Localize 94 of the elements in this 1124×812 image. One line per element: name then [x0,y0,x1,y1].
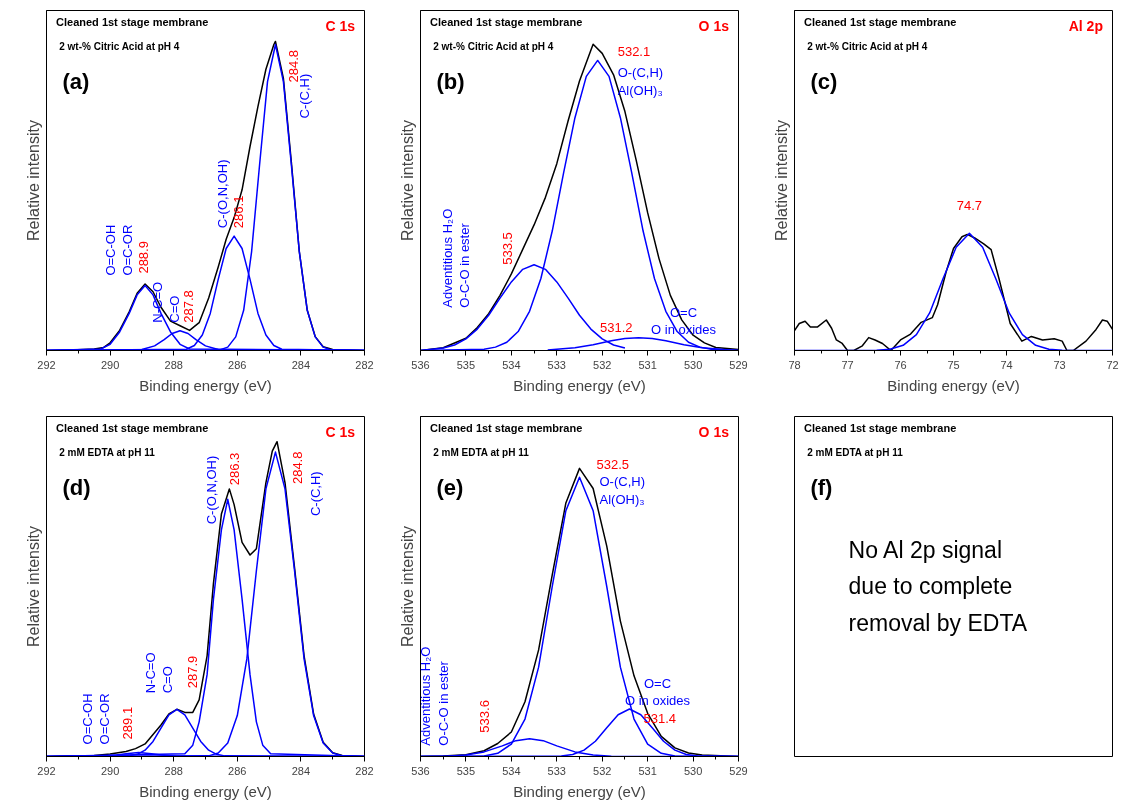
text: Adventitious H₂O O-C-O in ester [418,646,451,746]
text: O 1s [698,423,730,440]
x-tick-label: 530 [683,764,703,777]
chart-subtitle: 2 wt-% Citric Acid at pH 4 [59,40,180,52]
x-axis-title: Binding energy (eV) [139,782,272,800]
x-tick-label: 286 [228,764,247,777]
text: N-C=O C=O [149,281,183,323]
annotation: 284.8 [289,451,305,485]
x-tick-label: 536 [411,764,430,777]
text: (f) [810,475,833,501]
chart-title: Cleaned 1st stage membrane [430,16,583,29]
text: Adventitious H₂O O-C-O in ester [439,208,473,308]
x-tick-label: 78 [788,358,801,371]
x-axis-title: Binding energy (eV) [513,782,646,800]
x-tick-label: 286 [228,358,247,371]
text: Cleaned 1st stage membrane [804,422,957,435]
x-tick-label: 534 [502,764,521,777]
text: O 1s [698,17,730,34]
x-tick-label: 529 [729,358,748,371]
x-tick-label: 536 [411,358,430,371]
x-tick-label: 282 [355,358,374,371]
chart-title: Cleaned 1st stage membrane [430,422,583,435]
annotation: 288.9 [135,241,151,274]
x-tick-label: 288 [164,358,183,371]
x-tick-label: 74 [1000,358,1013,371]
x-tick-label: 288 [164,764,183,777]
chart-subtitle: 2 wt-% Citric Acid at pH 4 [433,40,554,52]
x-tick-label: 531 [638,764,657,777]
x-tick-label: 284 [291,358,311,371]
x-tick-label: 535 [456,358,476,371]
x-axis-title: Binding energy (eV) [139,376,272,394]
x-tick-label: 292 [37,358,56,371]
text: C-(O,N,OH) [214,159,230,229]
x-tick-label: 290 [100,764,120,777]
y-axis-title: Relative intensity [398,120,416,241]
series-label: O-(C,H) Al(OH)₃ [617,65,664,98]
annotation: 74.7 [956,197,983,213]
text: (c) [810,69,838,95]
annotation: 287.8 [180,290,196,323]
x-tick-label: 72 [1106,358,1119,371]
x-tick-label: 529 [729,764,748,777]
text: C 1s [325,17,356,34]
x-tick-label: 73 [1053,358,1066,371]
chart-subtitle: 2 wt-% Citric Acid at pH 4 [807,40,928,52]
text: No Al 2p signal due to complete removal by EDTA [848,537,1028,636]
x-tick-label: 533 [547,358,566,371]
x-tick-label: 292 [37,764,56,777]
annotation: (b) [436,69,465,95]
y-axis-title: Relative intensity [772,120,790,241]
series-label: O-(C,H) Al(OH)₃ [599,474,645,507]
x-tick-label: 532 [593,764,612,777]
chart-title: Cleaned 1st stage membrane [56,16,209,29]
y-axis-title: Relative intensity [24,120,42,241]
annotation: 287.9 [185,655,201,689]
annotation: 284.8 [285,49,301,83]
text: O=C-OH O=C-OR [79,693,112,745]
chart-title: Cleaned 1st stage membrane [804,16,957,29]
annotation: (d) [62,475,91,501]
x-axis-title: Binding energy (eV) [513,376,646,394]
annotation: 533.5 [499,232,515,265]
text: N-C=O C=O [142,652,176,694]
annotation: 532.5 [596,456,630,472]
x-tick-label: 76 [894,358,907,371]
annotation: 533.6 [477,700,493,733]
x-tick-label: 532 [593,358,612,371]
x-tick-label: 531 [638,358,657,371]
annotation: 289.1 [120,706,136,740]
x-tick-label: 290 [100,358,120,371]
annotation: (a) [62,69,90,95]
x-tick-label: 534 [502,358,521,371]
chart-subtitle: 2 mM EDTA at pH 11 [433,446,530,458]
text: C-(C,H) [307,471,323,517]
annotation: (e) [436,475,464,501]
x-tick-label: 77 [841,358,854,371]
x-tick-label: 533 [547,764,566,777]
text: 2 mM EDTA at pH 11 [59,446,156,458]
y-axis-title: Relative intensity [398,526,416,647]
x-axis-title: Binding energy (eV) [887,376,1020,394]
text: Al 2p [1068,17,1103,34]
x-tick-label: 282 [355,764,374,777]
text: C 1s [325,423,356,440]
x-tick-label: 535 [456,764,476,777]
annotation: 286.1 [230,195,246,229]
x-tick-label: 75 [947,358,960,371]
x-tick-label: 284 [291,764,311,777]
annotation: 286.3 [227,452,243,486]
y-axis-title: Relative intensity [24,526,42,647]
text: C-(O,N,OH) [204,455,220,525]
x-tick-label: 530 [683,358,703,371]
chart-title: Cleaned 1st stage membrane [56,422,209,435]
annotation: 531.2 [600,320,633,336]
text: 2 mM EDTA at pH 11 [807,446,904,458]
annotation: 532.1 [617,43,651,59]
text: O=C-OH O=C-OR [102,224,136,276]
